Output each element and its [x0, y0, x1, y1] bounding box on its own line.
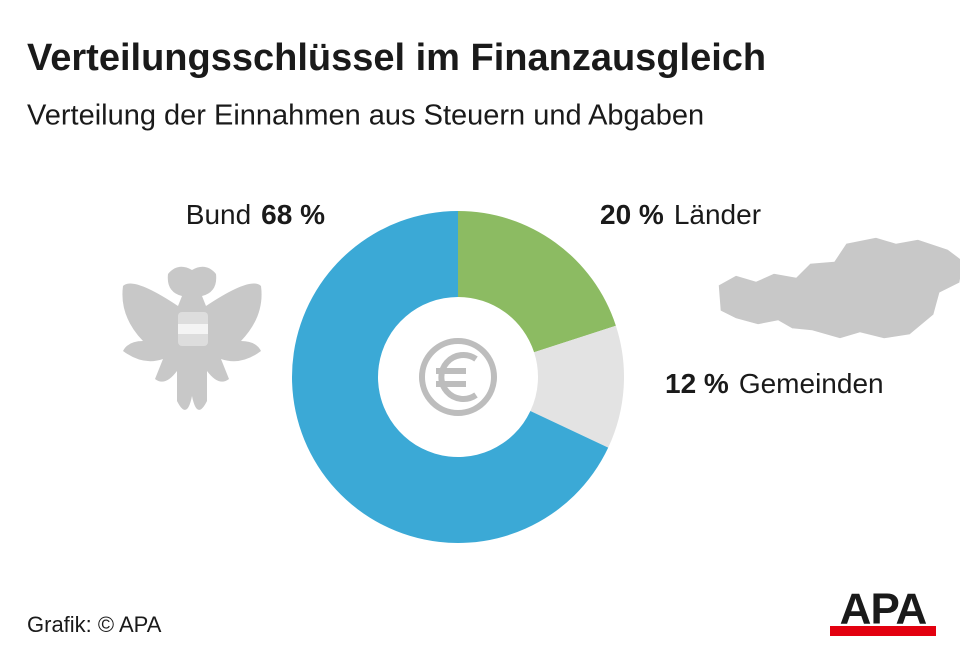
- slice-label: Bund 68 %: [186, 199, 325, 230]
- category-label: Bund: [186, 199, 251, 230]
- source: Grafik: © APA: [27, 612, 162, 637]
- value-label: 12 %: [665, 368, 729, 399]
- chart-subtitle: Verteilung der Einnahmen aus Steuern und…: [27, 100, 704, 132]
- value-label: 20 %: [600, 199, 664, 230]
- value-label: 68 %: [261, 199, 325, 230]
- slice-label: 20 % Länder: [600, 199, 761, 230]
- category-label: Gemeinden: [739, 368, 884, 399]
- austria-map-icon: [717, 236, 960, 340]
- logo: APA: [840, 585, 927, 634]
- eagle-icon: [122, 266, 262, 410]
- donut-slice: [458, 211, 616, 353]
- euro-icon: [419, 338, 497, 416]
- slice-label: 12 % Gemeinden: [665, 368, 884, 399]
- donut: [291, 211, 624, 543]
- logo-bar: [830, 626, 936, 636]
- donut-slice: [530, 325, 624, 448]
- chart-title: Verteilungsschlüssel im Finanzausgleich: [27, 37, 766, 79]
- category-label: Länder: [674, 199, 761, 230]
- donut-slice: [291, 211, 609, 543]
